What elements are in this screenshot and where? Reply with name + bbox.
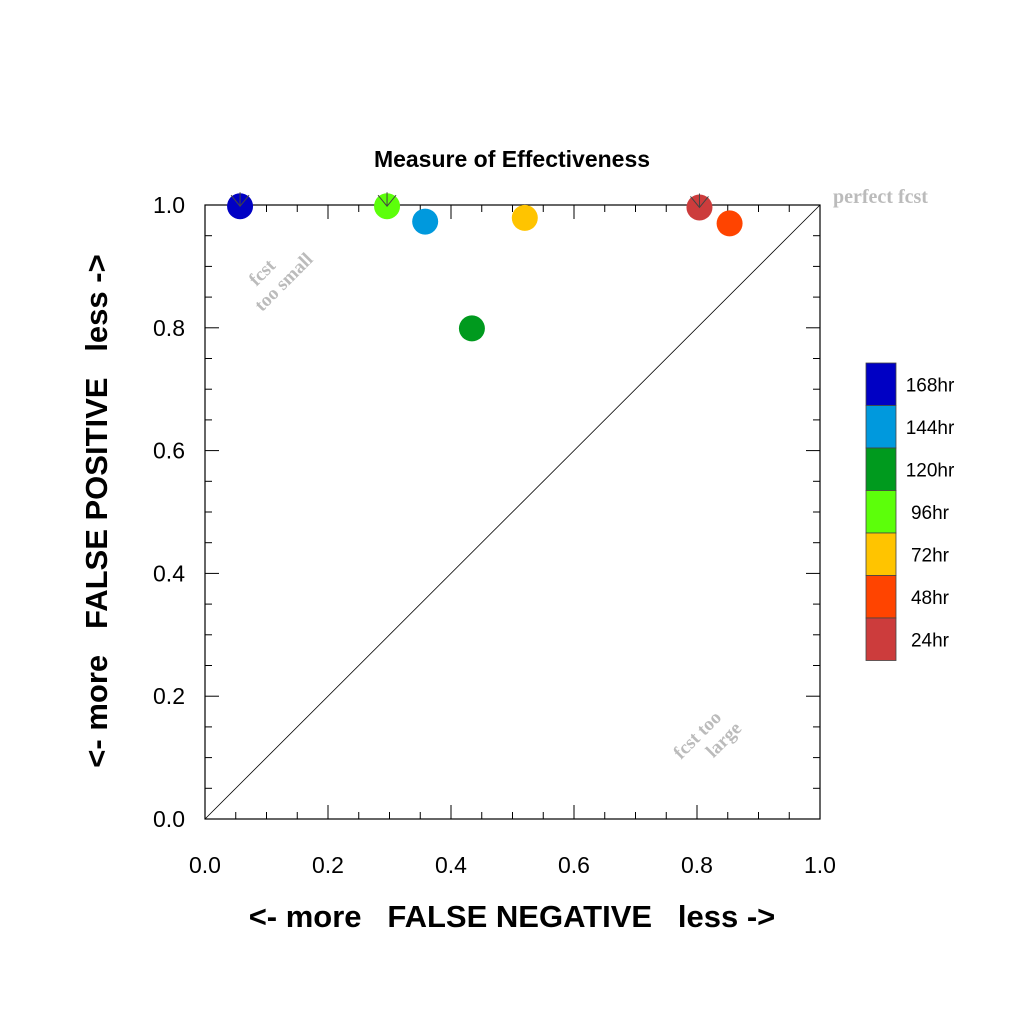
legend-label-72hr: 72hr <box>911 545 950 566</box>
legend-swatch-144hr <box>865 405 897 449</box>
x-tick-label: 0.2 <box>312 852 344 878</box>
x-axis-label: <- more FALSE NEGATIVE less -> <box>249 899 776 934</box>
data-point-144hr <box>412 208 439 235</box>
legend-label-48hr: 48hr <box>911 588 950 609</box>
tick-labels: 0.0 0.2 0.4 0.6 0.8 1.0 0.0 0.2 0.4 0.6 0.8 1.0 <box>153 192 836 878</box>
legend-label-24hr: 24hr <box>911 630 950 651</box>
x-tick-label: 0.4 <box>435 852 467 878</box>
legend-swatch-120hr <box>865 447 897 491</box>
legend: 168hr 144hr 120hr 96hr 72hr 48hr 24hr <box>865 362 955 661</box>
y-tick-label: 0.2 <box>153 683 185 709</box>
too-large-annotation: fcst too large <box>670 707 746 763</box>
chart-title: Measure of Effectiveness <box>374 146 650 172</box>
y-tick-label: 0.0 <box>153 806 185 832</box>
perfect-forecast-annotation: perfect fcst <box>833 186 928 208</box>
legend-label-168hr: 168hr <box>906 375 955 396</box>
y-tick-label: 1.0 <box>153 192 185 218</box>
legend-swatch-24hr <box>865 617 897 661</box>
data-point-72hr <box>511 204 538 231</box>
legend-label-96hr: 96hr <box>911 503 950 524</box>
legend-label-144hr: 144hr <box>906 418 955 439</box>
legend-label-120hr: 120hr <box>906 460 955 481</box>
too-small-annotation: fcst too small <box>245 249 317 316</box>
x-tick-label: 0.6 <box>558 852 590 878</box>
y-tick-label: 0.4 <box>153 560 185 586</box>
x-tick-label: 0.0 <box>189 852 221 878</box>
y-axis-label: <- more FALSE POSITIVE less -> <box>79 254 114 767</box>
point-arrow-168hr <box>230 192 250 208</box>
legend-swatch-96hr <box>865 490 897 534</box>
y-tick-label: 0.6 <box>153 438 185 464</box>
axis-ticks <box>204 204 821 820</box>
point-arrow-96hr <box>377 192 397 208</box>
data-point-48hr <box>716 210 743 237</box>
x-tick-label: 0.8 <box>681 852 713 878</box>
diagonal-line <box>204 204 821 820</box>
legend-swatch-168hr <box>865 362 897 406</box>
y-tick-label: 0.8 <box>153 315 185 341</box>
data-points <box>227 192 743 342</box>
point-arrow-24hr <box>690 193 709 209</box>
legend-swatch-48hr <box>865 575 897 619</box>
x-tick-label: 1.0 <box>804 852 836 878</box>
legend-swatch-72hr <box>865 532 897 576</box>
data-point-120hr <box>458 315 485 342</box>
